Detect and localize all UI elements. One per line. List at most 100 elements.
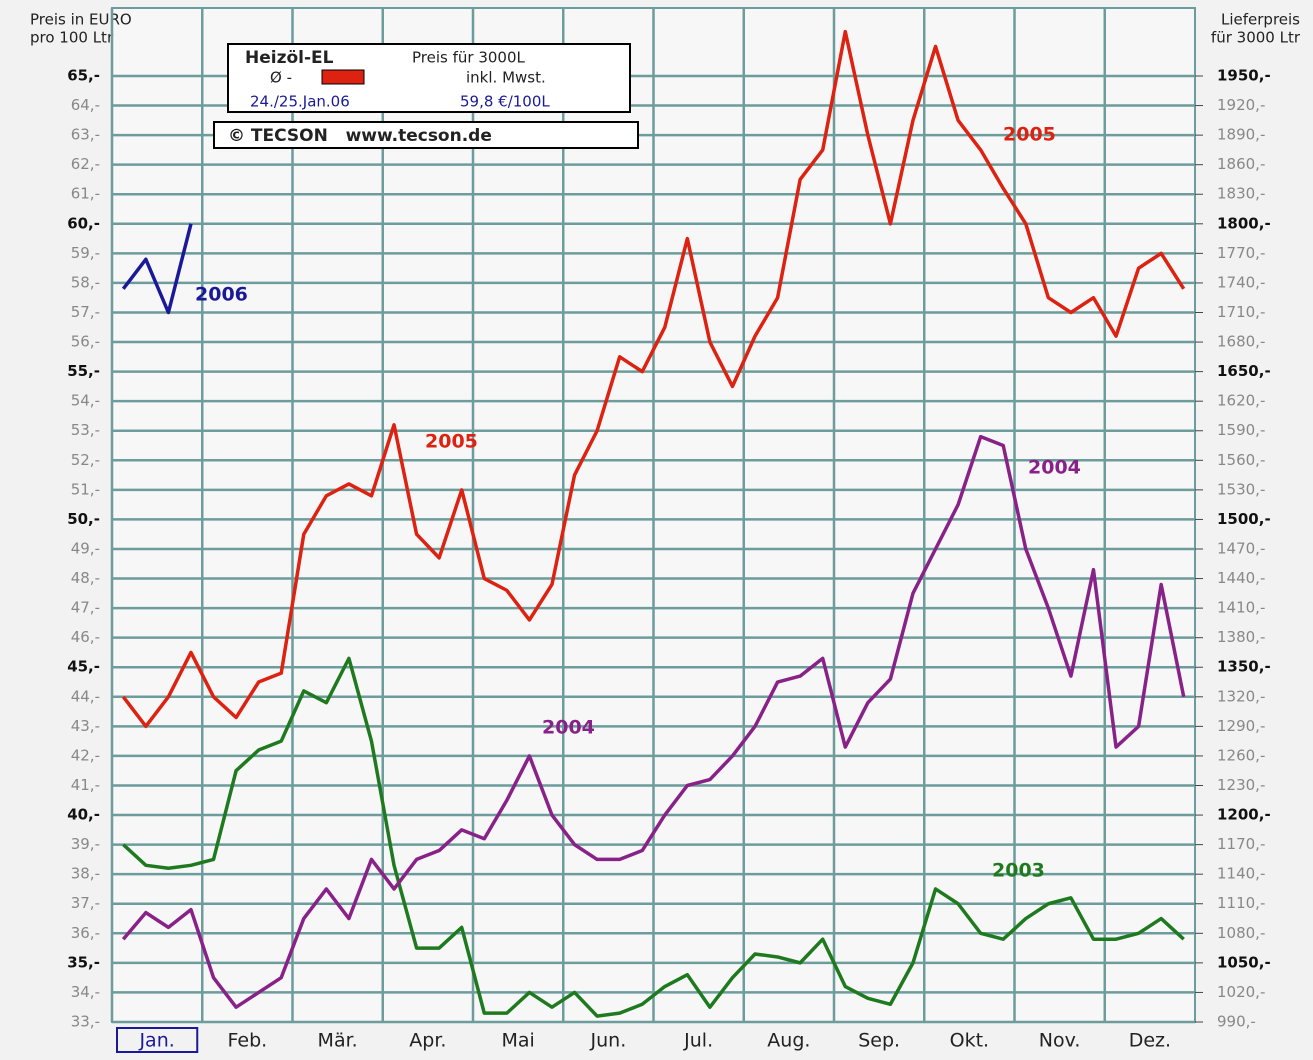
y2-tick-label: 1260,- xyxy=(1217,746,1265,764)
y2-tick-label: 1080,- xyxy=(1217,924,1265,942)
y-tick-label: 50,- xyxy=(67,510,100,528)
y2-tick-label: 1350,- xyxy=(1217,658,1271,676)
y-tick-label: 35,- xyxy=(67,953,100,971)
x-tick-label: Apr. xyxy=(409,1030,446,1052)
legend-text: inkl. Mwst. xyxy=(466,69,546,87)
y2-tick-label: 1650,- xyxy=(1217,362,1271,380)
y-tick-label: 46,- xyxy=(71,628,100,646)
y2-tick-label: 1500,- xyxy=(1217,510,1271,528)
y-tick-label: 42,- xyxy=(71,746,100,764)
legend-box: Heizöl-EL Preis für 3000L Ø - inkl. Mwst… xyxy=(213,43,639,149)
y2-tick-label: 1590,- xyxy=(1217,421,1265,439)
series-line xyxy=(121,434,1186,1009)
y-tick-label: 48,- xyxy=(71,569,100,587)
series-line xyxy=(121,29,1186,729)
y-tick-label: 47,- xyxy=(71,599,100,617)
series-line xyxy=(122,656,1185,1018)
y-tick-label: 61,- xyxy=(71,185,100,203)
x-tick-label: Jun. xyxy=(590,1030,627,1052)
y-tick-label: 49,- xyxy=(71,539,100,557)
x-tick-label: Okt. xyxy=(950,1030,989,1052)
x-tick-label: Mär. xyxy=(318,1030,358,1052)
y2-tick-label: 1740,- xyxy=(1217,273,1265,291)
y-tick-label: 57,- xyxy=(71,303,100,321)
y2-tick-label: 1860,- xyxy=(1217,155,1265,173)
y-tick-label: 45,- xyxy=(67,658,100,676)
y2-tick-label: 1950,- xyxy=(1217,66,1271,84)
y2-tick-label: 1530,- xyxy=(1217,480,1265,498)
legend-text: 24./25.Jan.06 xyxy=(250,93,350,111)
x-tick-label: Dez. xyxy=(1129,1030,1171,1052)
y-tick-label: 38,- xyxy=(71,865,100,883)
y2-tick-label: 1230,- xyxy=(1217,776,1265,794)
legend-text: Preis für 3000L xyxy=(412,49,525,67)
y-tick-label: 41,- xyxy=(71,776,100,794)
legend-text: Ø - xyxy=(270,69,292,87)
y2-tick-label: 1050,- xyxy=(1217,953,1271,971)
y2-tick-label: 1710,- xyxy=(1217,303,1265,321)
y2-tick-label: 990,- xyxy=(1217,1013,1256,1031)
y-tick-label: 65,- xyxy=(67,66,100,84)
y-tick-label: 53,- xyxy=(71,421,100,439)
y-tick-label: 52,- xyxy=(71,451,100,469)
selected-month xyxy=(116,1027,199,1053)
y2-tick-label: 1560,- xyxy=(1217,451,1265,469)
x-tick-label: Jan. xyxy=(138,1030,174,1052)
series-annotation: 2004 xyxy=(542,717,595,739)
y-tick-label: 43,- xyxy=(71,717,100,735)
y-tick-label: 39,- xyxy=(71,835,100,853)
y2-tick-label: 1680,- xyxy=(1217,333,1265,351)
y2-tick-label: 1920,- xyxy=(1217,96,1265,114)
y2-tick-label: 1770,- xyxy=(1217,244,1265,262)
y2-tick-label: 1170,- xyxy=(1217,835,1265,853)
y-tick-label: 34,- xyxy=(71,983,100,1001)
y-tick-label: 44,- xyxy=(71,687,100,705)
series-annotation: 2006 xyxy=(195,284,248,306)
x-tick-label: Nov. xyxy=(1039,1030,1081,1052)
y2-tick-label: 1020,- xyxy=(1217,983,1265,1001)
x-tick-label: Aug. xyxy=(767,1030,810,1052)
y-tick-label: 51,- xyxy=(71,480,100,498)
y-axis-label: pro 100 Ltr xyxy=(30,29,114,47)
y-tick-label: 33,- xyxy=(71,1013,100,1031)
y2-tick-label: 1890,- xyxy=(1217,126,1265,144)
y-tick-label: 54,- xyxy=(71,392,100,410)
y2-axis-label: Lieferpreis xyxy=(1221,11,1300,29)
legend-frame xyxy=(227,43,631,113)
source-frame xyxy=(213,121,639,149)
series-annotation: 2005 xyxy=(425,431,478,453)
y-tick-label: 62,- xyxy=(71,155,100,173)
y2-tick-label: 1110,- xyxy=(1217,894,1265,912)
y2-tick-label: 1410,- xyxy=(1217,599,1265,617)
x-tick-label: Jul. xyxy=(683,1030,713,1052)
y-tick-label: 59,- xyxy=(71,244,100,262)
y-tick-label: 58,- xyxy=(71,273,100,291)
y2-tick-label: 1140,- xyxy=(1217,865,1265,883)
y-tick-label: 40,- xyxy=(67,806,100,824)
x-tick-label: Mai xyxy=(501,1030,534,1052)
y-tick-label: 37,- xyxy=(71,894,100,912)
y-tick-label: 36,- xyxy=(71,924,100,942)
y-tick-label: 55,- xyxy=(67,362,100,380)
series-annotation: 2004 xyxy=(1028,457,1081,479)
y2-axis-label: für 3000 Ltr xyxy=(1211,29,1301,47)
legend-text: 59,8 €/100L xyxy=(460,93,550,111)
y2-tick-label: 1200,- xyxy=(1217,806,1271,824)
series-line xyxy=(121,223,193,315)
legend-title: Heizöl-EL xyxy=(245,48,334,68)
x-tick-label: Feb. xyxy=(228,1030,268,1052)
x-tick-label: Sep. xyxy=(858,1030,900,1052)
y-tick-label: 60,- xyxy=(67,214,100,232)
flag xyxy=(321,69,365,85)
y2-tick-label: 1800,- xyxy=(1217,214,1271,232)
y-axis-label: Preis in EURO xyxy=(30,11,132,29)
series-annotation: 2005 xyxy=(1003,124,1056,146)
y2-tick-label: 1830,- xyxy=(1217,185,1265,203)
y2-tick-label: 1620,- xyxy=(1217,392,1265,410)
source-text: © TECSON www.tecson.de xyxy=(228,126,492,146)
y2-tick-label: 1440,- xyxy=(1217,569,1265,587)
y-tick-label: 64,- xyxy=(71,96,100,114)
y-tick-label: 63,- xyxy=(71,126,100,144)
